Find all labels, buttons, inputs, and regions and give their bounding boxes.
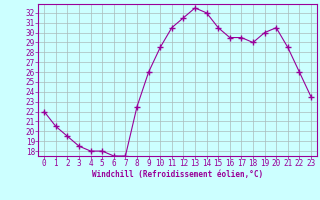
X-axis label: Windchill (Refroidissement éolien,°C): Windchill (Refroidissement éolien,°C) <box>92 170 263 179</box>
